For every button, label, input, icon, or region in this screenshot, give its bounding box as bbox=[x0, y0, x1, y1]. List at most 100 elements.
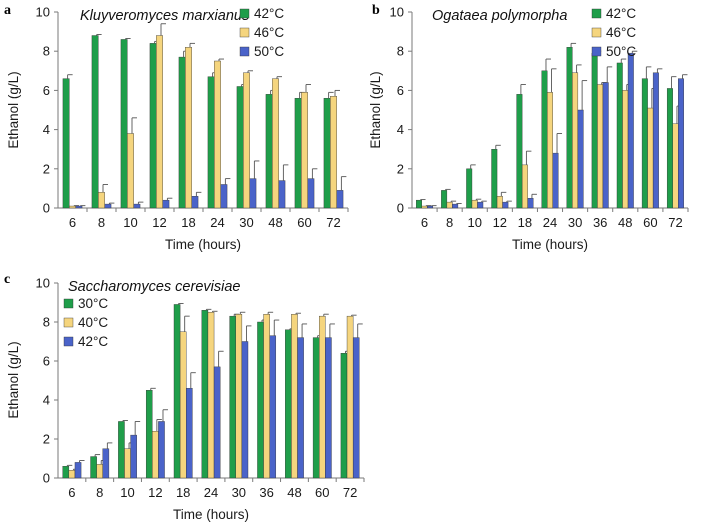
bar bbox=[156, 35, 163, 209]
y-tick-label: 8 bbox=[43, 44, 50, 59]
bar bbox=[541, 70, 548, 209]
panel-label: c bbox=[4, 272, 10, 287]
y-tick-label: 2 bbox=[43, 432, 50, 447]
y-tick-label: 8 bbox=[397, 44, 404, 59]
bar bbox=[265, 94, 273, 209]
y-tick-label: 0 bbox=[43, 471, 50, 486]
y-tick-label: 2 bbox=[43, 161, 50, 176]
x-tick-label: 30 bbox=[568, 215, 582, 230]
bar bbox=[104, 203, 112, 209]
bar bbox=[213, 366, 221, 479]
bar bbox=[340, 353, 348, 479]
x-tick-label: 6 bbox=[68, 485, 75, 500]
panel-a: a Kluyveromyces marxianus Ethanol (g/L) … bbox=[4, 3, 349, 252]
bar bbox=[591, 52, 598, 209]
bar bbox=[127, 133, 134, 209]
panel-c: c Saccharomyces cerevisiae Ethanol (g/L)… bbox=[4, 272, 365, 522]
bar bbox=[220, 184, 228, 209]
legend-swatch bbox=[591, 8, 602, 19]
y-tick-label: 10 bbox=[390, 5, 404, 20]
bar bbox=[69, 205, 76, 209]
x-tick-label: 72 bbox=[343, 485, 357, 500]
bar bbox=[496, 196, 503, 209]
bar bbox=[241, 341, 249, 479]
y-axis-label: Ethanol (g/L) bbox=[368, 71, 383, 148]
legend-label: 42°C bbox=[606, 6, 636, 21]
bar bbox=[471, 199, 478, 209]
bar bbox=[502, 201, 509, 209]
y-tick-label: 4 bbox=[43, 122, 50, 137]
legend-swatch bbox=[591, 27, 602, 38]
x-tick-label: 48 bbox=[268, 215, 282, 230]
bar bbox=[285, 329, 292, 479]
bar bbox=[272, 78, 279, 209]
legend-swatch bbox=[63, 298, 74, 309]
bar bbox=[133, 203, 141, 209]
panel-label: a bbox=[4, 3, 11, 18]
bar bbox=[191, 196, 199, 209]
x-tick-label: 18 bbox=[518, 215, 532, 230]
legend-swatch bbox=[63, 317, 74, 328]
bar bbox=[323, 98, 331, 209]
bar bbox=[235, 314, 243, 479]
bar bbox=[207, 312, 215, 479]
x-tick-label: 10 bbox=[467, 215, 481, 230]
x-tick-label: 72 bbox=[326, 215, 340, 230]
bar bbox=[319, 315, 326, 479]
bar bbox=[214, 60, 221, 209]
bar bbox=[201, 310, 209, 479]
x-tick-label: 48 bbox=[618, 215, 632, 230]
y-tick-label: 4 bbox=[43, 393, 50, 408]
x-tick-label: 36 bbox=[259, 485, 273, 500]
legend-swatch bbox=[239, 27, 250, 38]
bar bbox=[207, 76, 215, 209]
bar bbox=[652, 72, 659, 209]
x-tick-label: 12 bbox=[148, 485, 162, 500]
bar bbox=[278, 180, 286, 209]
bar bbox=[102, 448, 110, 479]
y-tick-label: 0 bbox=[43, 201, 50, 216]
x-tick-label: 8 bbox=[98, 215, 105, 230]
bar bbox=[149, 43, 157, 209]
y-tick-label: 6 bbox=[397, 83, 404, 98]
x-tick-label: 18 bbox=[181, 215, 195, 230]
chart-title: Saccharomyces cerevisiae bbox=[68, 279, 240, 295]
y-tick-label: 8 bbox=[43, 315, 50, 330]
legend-label: 40°C bbox=[78, 315, 108, 330]
x-tick-label: 30 bbox=[239, 215, 253, 230]
bar bbox=[672, 123, 679, 209]
bar bbox=[421, 205, 428, 209]
legend-label: 46°C bbox=[606, 25, 636, 40]
x-tick-label: 6 bbox=[421, 215, 428, 230]
bar bbox=[597, 84, 604, 209]
bar bbox=[352, 337, 360, 479]
legend-label: 42°C bbox=[254, 6, 284, 21]
bar bbox=[162, 199, 170, 209]
x-tick-label: 10 bbox=[120, 485, 134, 500]
bar bbox=[330, 96, 337, 209]
bar bbox=[572, 72, 579, 209]
bar bbox=[527, 197, 534, 209]
bar bbox=[96, 464, 103, 479]
bar bbox=[641, 78, 648, 209]
y-tick-label: 0 bbox=[397, 201, 404, 216]
legend-label: 46°C bbox=[254, 25, 284, 40]
bar bbox=[185, 47, 192, 209]
chart-title: Ogataea polymorpha bbox=[432, 8, 567, 24]
bar bbox=[145, 390, 153, 479]
bar bbox=[678, 78, 684, 209]
bar bbox=[68, 470, 76, 479]
y-axis-label: Ethanol (g/L) bbox=[6, 71, 21, 148]
bar bbox=[427, 205, 434, 209]
x-tick-label: 72 bbox=[668, 215, 682, 230]
bar bbox=[325, 337, 332, 479]
bar bbox=[547, 92, 553, 209]
bar bbox=[336, 190, 344, 209]
bar bbox=[552, 152, 559, 209]
bar bbox=[91, 35, 99, 209]
y-tick-label: 10 bbox=[36, 5, 50, 20]
